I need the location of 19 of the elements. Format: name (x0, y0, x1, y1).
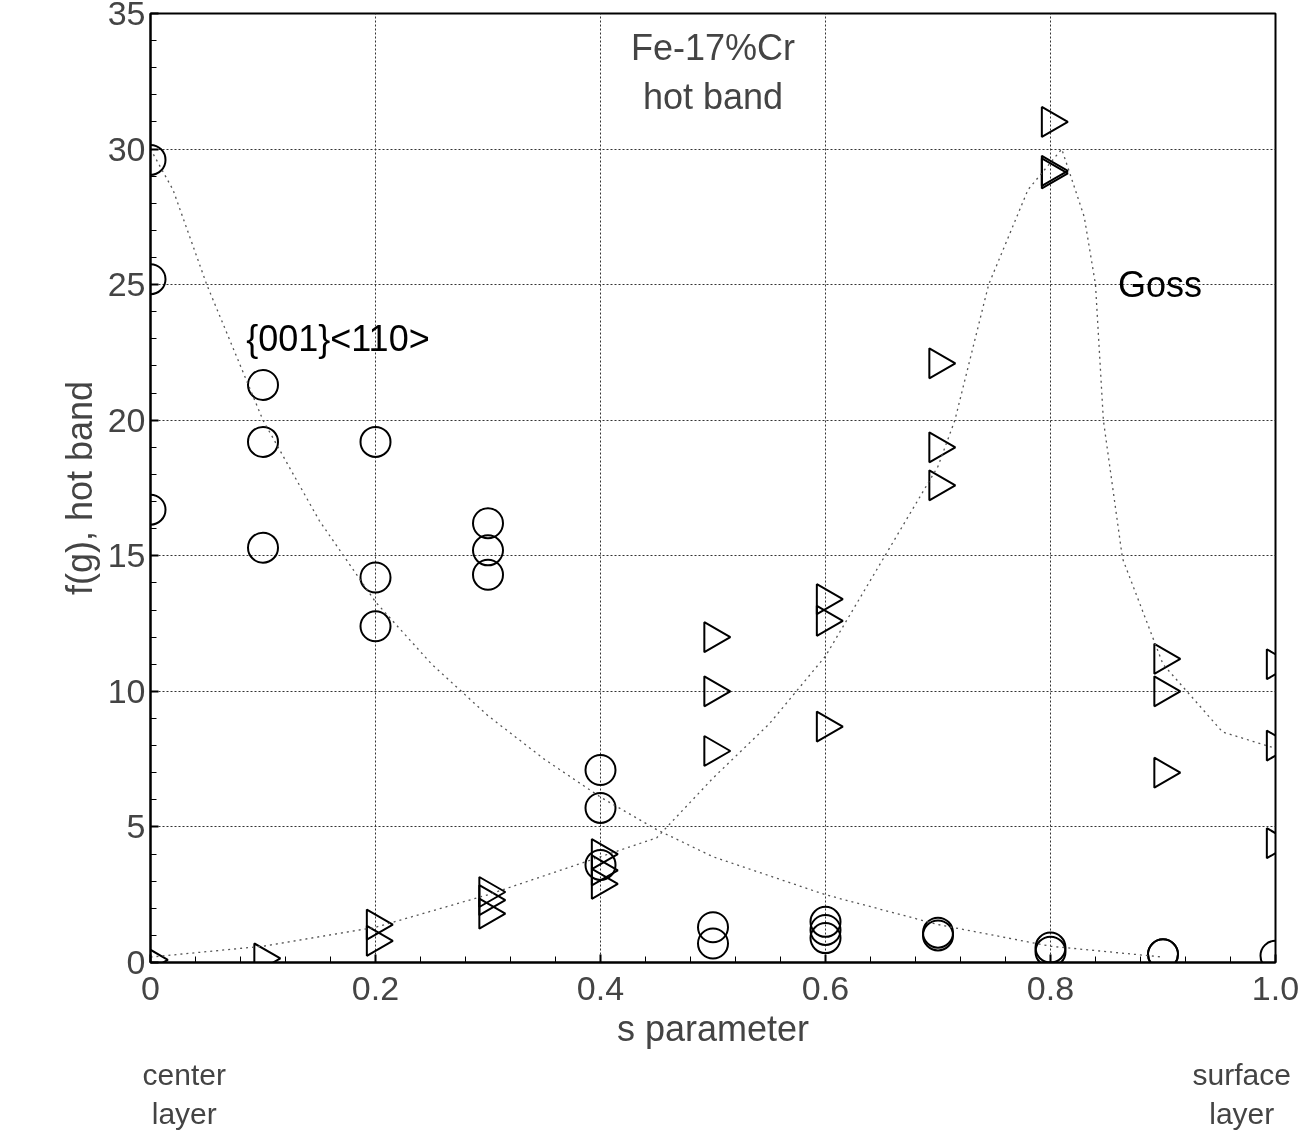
x-tick-label: 0.4 (576, 968, 625, 1007)
text: center layer (142, 1057, 226, 1131)
y-tick-label: 25 (107, 265, 146, 304)
text: Fe-17%Cr hot band (630, 27, 796, 118)
x-tick-label: 0.6 (801, 968, 850, 1007)
text: surface layer (1192, 1057, 1291, 1131)
y-tick-label: 15 (107, 536, 146, 575)
x-tick-label: 1.0 (1251, 968, 1300, 1007)
text: Goss (1118, 264, 1203, 306)
series-label: {001}<110> (246, 318, 430, 360)
y-axis-title: f(g), hot band (58, 380, 100, 596)
x-axis-title: s parameter (616, 1007, 810, 1049)
y-tick-label: 10 (107, 671, 146, 710)
x-tick-label: 0.2 (351, 968, 400, 1007)
y-tick-label: 30 (107, 129, 146, 168)
x-tick-label: 0.8 (1026, 968, 1075, 1007)
y-tick-label: 5 (126, 807, 146, 846)
y-tick-label: 35 (107, 0, 146, 32)
y-tick-label: 20 (107, 400, 146, 439)
